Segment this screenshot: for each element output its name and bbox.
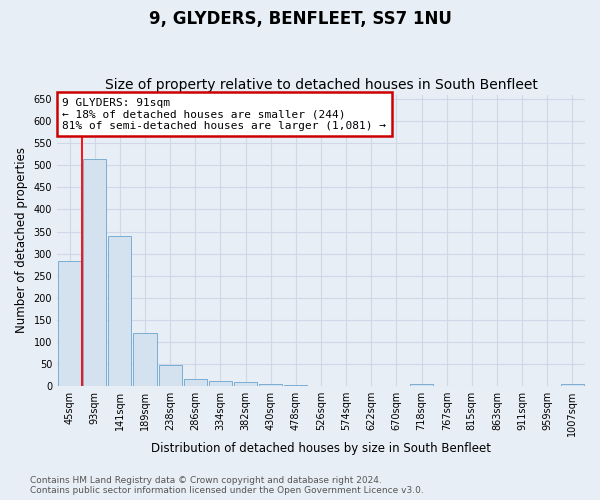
- Bar: [410, 384, 433, 386]
- Y-axis label: Number of detached properties: Number of detached properties: [15, 148, 28, 334]
- Bar: [259, 384, 283, 386]
- X-axis label: Distribution of detached houses by size in South Benfleet: Distribution of detached houses by size …: [151, 442, 491, 455]
- Bar: [58, 261, 81, 386]
- Bar: [133, 333, 157, 386]
- Bar: [234, 382, 257, 386]
- Bar: [209, 381, 232, 386]
- Text: Contains HM Land Registry data © Crown copyright and database right 2024.
Contai: Contains HM Land Registry data © Crown c…: [30, 476, 424, 495]
- Bar: [184, 378, 207, 386]
- Title: Size of property relative to detached houses in South Benfleet: Size of property relative to detached ho…: [104, 78, 538, 92]
- Bar: [109, 236, 131, 386]
- Bar: [284, 385, 307, 386]
- Text: 9, GLYDERS, BENFLEET, SS7 1NU: 9, GLYDERS, BENFLEET, SS7 1NU: [149, 10, 451, 28]
- Bar: [158, 365, 182, 386]
- Bar: [83, 158, 106, 386]
- Bar: [561, 384, 584, 386]
- Text: 9 GLYDERS: 91sqm
← 18% of detached houses are smaller (244)
81% of semi-detached: 9 GLYDERS: 91sqm ← 18% of detached house…: [62, 98, 386, 131]
